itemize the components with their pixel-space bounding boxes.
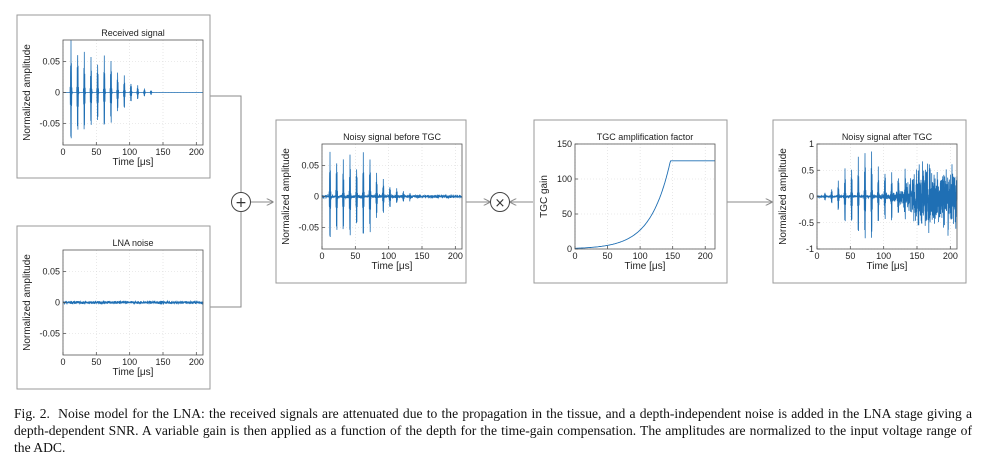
y-tick-label: 1 [809, 139, 814, 149]
sum-operator: + [231, 192, 251, 212]
y-axis-label: TGC gain [539, 175, 550, 218]
y-tick-label: 0 [55, 88, 60, 98]
chart-noisy-before: 0 50 100 150 200 0.05 0 -0.05 Noisy signal befor… [275, 119, 467, 284]
x-tick-label: 150 [414, 251, 429, 261]
x-axis-label: Time [μs] [372, 261, 413, 272]
y-tick-label: 0.05 [42, 57, 60, 67]
y-axis-label: Normalized amplitude [778, 148, 789, 245]
y-tick-label: -0.05 [298, 222, 319, 232]
chart-lna-noise: 0 50 100 150 200 0.05 0 -0.05 LNA noise Time [μs]… [16, 225, 211, 390]
chart-title: Received signal [101, 28, 165, 38]
series-line [816, 151, 958, 239]
chart-frame [16, 14, 211, 179]
series-line [62, 299, 204, 306]
x-tick-label: 50 [91, 147, 101, 157]
x-tick-label: 200 [189, 357, 204, 367]
chart-title: TGC amplification factor [597, 132, 694, 142]
caption-label: Fig. 2. [14, 406, 50, 421]
x-tick-label: 0 [60, 357, 65, 367]
x-axis-label: Time [μs] [867, 261, 908, 272]
x-tick-label: 50 [350, 251, 360, 261]
y-tick-label: 50 [562, 209, 572, 219]
connector-lines [210, 95, 772, 308]
connector-received-to-sum [210, 95, 242, 192]
series-line [63, 40, 203, 139]
y-tick-label: 0.05 [301, 161, 319, 171]
y-tick-label: 0.05 [42, 267, 60, 277]
y-axis-label: Normalized amplitude [22, 44, 33, 141]
y-tick-label: 150 [557, 139, 572, 149]
connector-noise-to-sum [210, 212, 242, 308]
x-tick-label: 0 [60, 147, 65, 157]
x-tick-label: 100 [876, 251, 891, 261]
x-axis-label: Time [μs] [113, 157, 154, 168]
chart-frame [533, 119, 728, 284]
plot-area [574, 143, 716, 250]
x-tick-label: 50 [845, 251, 855, 261]
chart-frame [16, 225, 211, 390]
y-tick-label: -0.05 [39, 328, 60, 338]
y-tick-label: -1 [806, 244, 814, 254]
y-tick-label: 0 [809, 192, 814, 202]
x-tick-label: 0 [814, 251, 819, 261]
x-tick-label: 50 [91, 357, 101, 367]
y-tick-label: 100 [557, 174, 572, 184]
y-tick-label: -0.5 [798, 218, 814, 228]
x-tick-label: 200 [698, 251, 713, 261]
x-tick-label: 150 [155, 357, 170, 367]
x-tick-label: 200 [189, 147, 204, 157]
x-axis-label: Time [μs] [625, 261, 666, 272]
x-tick-label: 100 [122, 357, 137, 367]
product-symbol: × [495, 196, 506, 211]
y-tick-label: 0 [314, 192, 319, 202]
y-tick-label: -0.05 [39, 118, 60, 128]
chart-noisy-after: 0 50 100 150 200 1 0.5 0 -0.5 -1 Noisy signal afte… [772, 119, 967, 284]
x-tick-label: 150 [909, 251, 924, 261]
x-tick-label: 0 [319, 251, 324, 261]
y-tick-label: 0 [567, 244, 572, 254]
chart-title: Noisy signal after TGC [842, 132, 933, 142]
series-line [575, 160, 715, 249]
x-tick-label: 100 [381, 251, 396, 261]
caption-text: Noise model for the LNA: the received si… [14, 406, 972, 455]
y-tick-label: 0 [55, 298, 60, 308]
product-operator: × [490, 192, 510, 212]
x-tick-label: 200 [943, 251, 958, 261]
series-line [321, 151, 463, 238]
x-tick-label: 150 [665, 251, 680, 261]
x-tick-label: 50 [603, 251, 613, 261]
x-axis-label: Time [μs] [113, 367, 154, 378]
x-tick-label: 100 [633, 251, 648, 261]
x-tick-label: 0 [572, 251, 577, 261]
x-tick-label: 200 [448, 251, 463, 261]
sum-symbol: + [235, 195, 247, 211]
chart-received: 0 50 100 150 200 0.05 0 -0.05 Received signal Tim… [16, 14, 211, 179]
y-axis-label: Normalized amplitude [22, 254, 33, 351]
chart-title: LNA noise [112, 238, 153, 248]
chart-tgc-gain: 0 50 100 150 200 0 50 100 150 TGC amplification f… [533, 119, 728, 284]
y-axis-label: Normalized amplitude [281, 148, 292, 245]
x-tick-label: 150 [155, 147, 170, 157]
chart-title: Noisy signal before TGC [343, 132, 441, 142]
y-tick-label: 0.5 [801, 165, 814, 175]
figure-caption: Fig. 2. Noise model for the LNA: the rec… [14, 406, 972, 456]
x-tick-label: 100 [122, 147, 137, 157]
